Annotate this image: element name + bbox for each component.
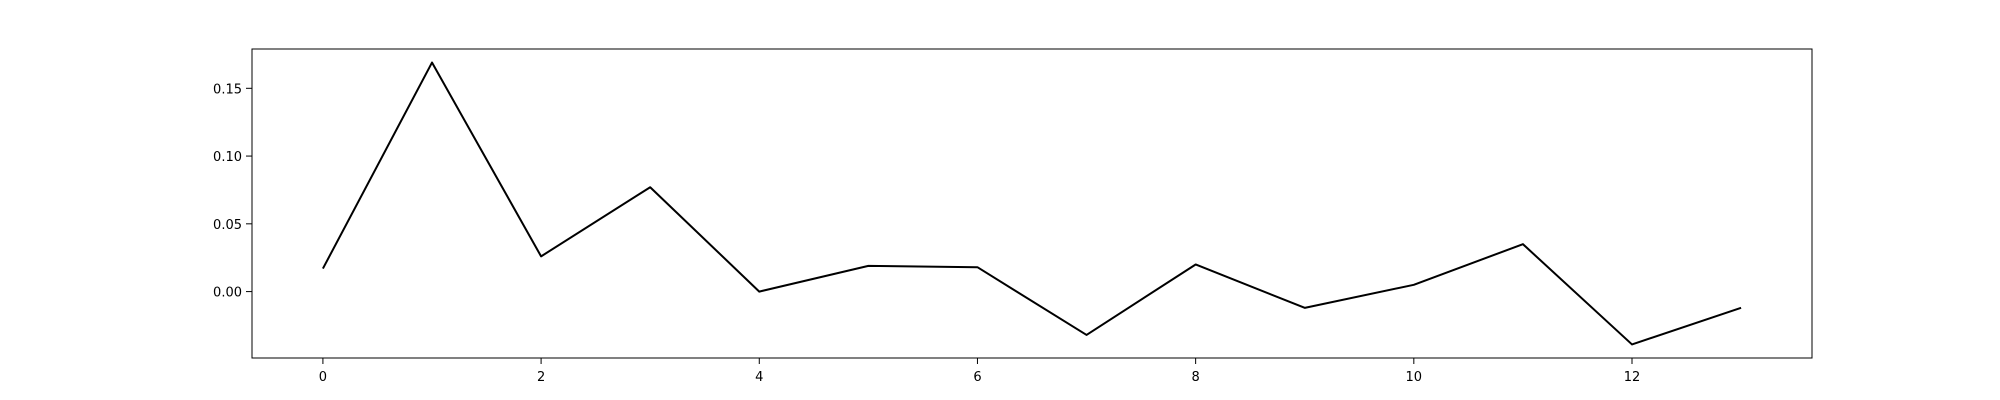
y-axis: 0.00 0.05 0.10 0.15 — [213, 82, 252, 301]
y-tick-label: 0.15 — [213, 82, 242, 97]
x-tick-label: 12 — [1624, 370, 1641, 385]
x-tick-label: 10 — [1406, 370, 1423, 385]
x-tick-label: 6 — [973, 370, 981, 385]
x-axis: 0 2 4 6 8 10 12 — [319, 358, 1641, 385]
plot-frame — [251, 48, 1813, 359]
data-series-line — [322, 61, 1742, 346]
y-tick-label: 0.05 — [213, 218, 242, 233]
x-tick-label: 0 — [319, 370, 327, 385]
x-tick-label: 2 — [537, 370, 545, 385]
y-tick-label: 0.00 — [213, 286, 242, 301]
x-tick-label: 4 — [755, 370, 763, 385]
x-tick-label: 8 — [1191, 370, 1199, 385]
y-tick-label: 0.10 — [213, 150, 242, 165]
